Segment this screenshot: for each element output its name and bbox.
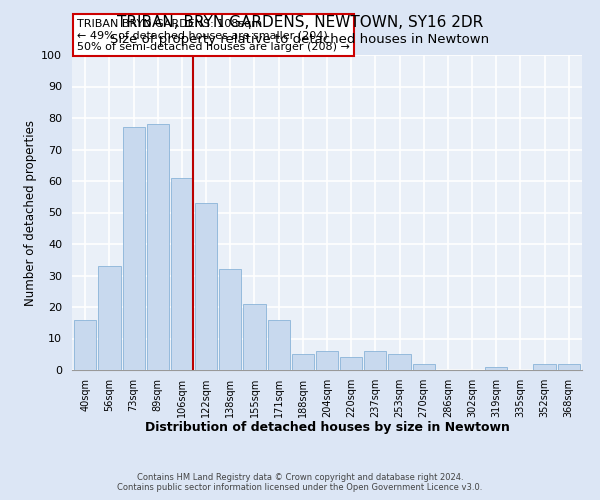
Bar xyxy=(219,269,241,370)
Bar xyxy=(413,364,435,370)
Text: TRIBAN, BRYN GARDENS, NEWTOWN, SY16 2DR: TRIBAN, BRYN GARDENS, NEWTOWN, SY16 2DR xyxy=(117,15,483,30)
Text: TRIBAN BRYN GARDENS: 108sqm
← 49% of detached houses are smaller (204)
50% of se: TRIBAN BRYN GARDENS: 108sqm ← 49% of det… xyxy=(77,18,350,52)
Text: Contains HM Land Registry data © Crown copyright and database right 2024.
Contai: Contains HM Land Registry data © Crown c… xyxy=(118,473,482,492)
Bar xyxy=(146,124,169,370)
Bar xyxy=(268,320,290,370)
Bar xyxy=(533,364,556,370)
Bar xyxy=(74,320,97,370)
Bar xyxy=(557,364,580,370)
Bar xyxy=(485,367,508,370)
Y-axis label: Number of detached properties: Number of detached properties xyxy=(24,120,37,306)
Bar xyxy=(292,354,314,370)
Bar xyxy=(340,358,362,370)
Bar xyxy=(122,128,145,370)
Bar xyxy=(195,203,217,370)
Bar xyxy=(244,304,266,370)
Bar xyxy=(316,351,338,370)
X-axis label: Distribution of detached houses by size in Newtown: Distribution of detached houses by size … xyxy=(145,421,509,434)
Bar xyxy=(364,351,386,370)
Bar xyxy=(171,178,193,370)
Text: Size of property relative to detached houses in Newtown: Size of property relative to detached ho… xyxy=(110,32,490,46)
Bar xyxy=(98,266,121,370)
Bar xyxy=(388,354,410,370)
